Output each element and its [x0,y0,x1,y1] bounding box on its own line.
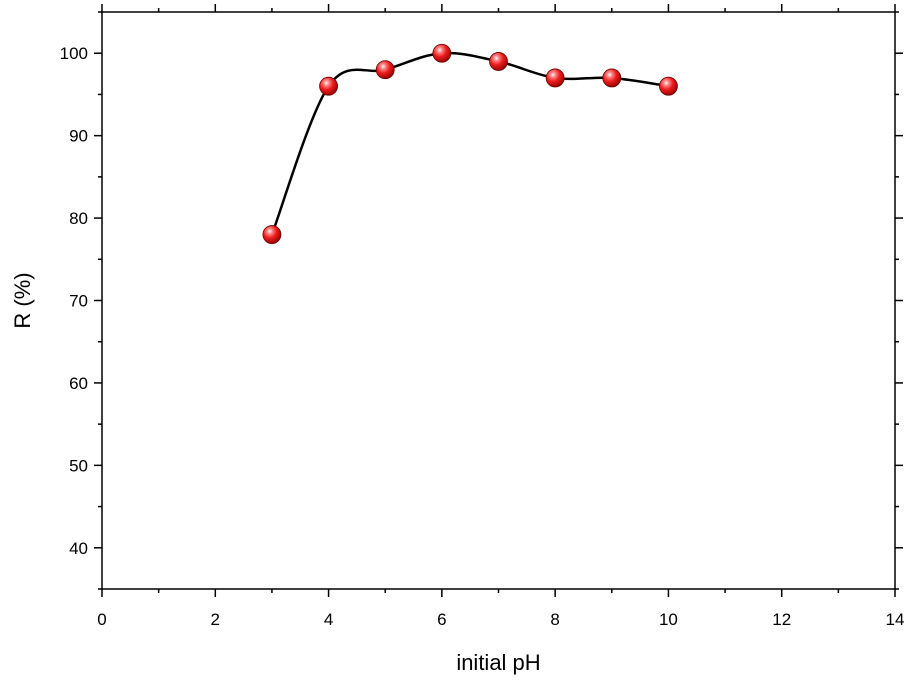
data-points [262,43,678,244]
data-point [545,68,565,88]
x-tick-label: 6 [437,610,446,629]
y-tick-label: 70 [69,292,88,311]
plot-border [101,11,896,590]
y-tick-label: 90 [69,127,88,146]
x-tick-label: 14 [886,610,905,629]
data-point [262,225,282,244]
x-tick-label: 12 [772,610,791,629]
data-point [432,43,452,63]
y-axis: 40 50 60 70 80 90 100 [60,11,903,590]
data-point [659,76,678,96]
x-axis-title: initial pH [456,650,540,675]
x-axis: 0 2 4 6 8 10 12 14 [97,4,904,629]
y-tick-label: 80 [69,209,88,228]
y-tick-label: 60 [69,374,88,393]
y-tick-label: 100 [60,44,88,63]
y-tick-label: 40 [69,539,88,558]
x-tick-label: 10 [659,610,678,629]
data-point [375,60,395,80]
x-tick-label: 4 [324,610,333,629]
plot-frame [101,11,896,590]
y-axis-title: R (%) [10,272,35,328]
data-point [319,76,338,96]
data-point [489,52,508,71]
x-tick-label: 8 [550,610,559,629]
y-tick-label: 50 [69,456,88,475]
x-tick-label: 0 [97,610,106,629]
data-point [602,68,622,88]
x-tick-label: 2 [211,610,220,629]
